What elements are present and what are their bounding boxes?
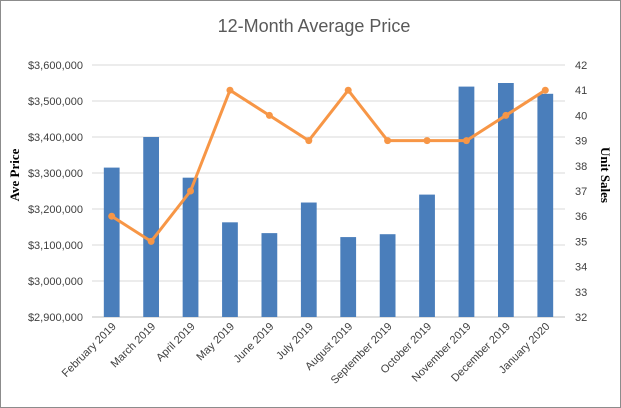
line-point bbox=[187, 187, 195, 195]
y2-tick-label: 32 bbox=[575, 312, 587, 324]
y-tick-label: $3,100,000 bbox=[28, 240, 83, 252]
line-point bbox=[384, 137, 392, 145]
bar bbox=[300, 202, 317, 317]
y2-tick-label: 36 bbox=[575, 211, 587, 223]
gridlines bbox=[92, 64, 565, 318]
y2-tick-label: 40 bbox=[575, 110, 587, 122]
left-axis-ticks: $2,900,000 $3,000,000 $3,100,000 $3,200,000… bbox=[28, 60, 83, 324]
line-point bbox=[502, 111, 510, 119]
bar bbox=[458, 86, 475, 317]
y-tick-label: $3,300,000 bbox=[28, 168, 83, 180]
bar-series bbox=[103, 83, 554, 317]
y-tick-label: $3,200,000 bbox=[28, 204, 83, 216]
bar bbox=[143, 137, 160, 317]
bar bbox=[497, 83, 514, 317]
x-tick-label: April 2019 bbox=[154, 321, 198, 365]
x-tick-label: July 2019 bbox=[274, 321, 316, 363]
y-tick-label: $2,900,000 bbox=[28, 312, 83, 324]
y2-tick-label: 41 bbox=[575, 85, 587, 97]
y2-tick-label: 42 bbox=[575, 60, 587, 72]
y2-tick-label: 38 bbox=[575, 161, 587, 173]
bar bbox=[261, 233, 278, 317]
right-axis-ticks: 32 33 34 35 36 37 38 39 40 41 42 bbox=[575, 60, 587, 324]
y-tick-label: $3,000,000 bbox=[28, 276, 83, 288]
right-axis-title: Unit Sales bbox=[598, 147, 613, 203]
y2-tick-label: 35 bbox=[575, 236, 587, 248]
y2-tick-label: 37 bbox=[575, 186, 587, 198]
line-point bbox=[108, 212, 116, 220]
bar bbox=[340, 237, 357, 317]
line-series bbox=[108, 86, 549, 245]
unit-sales-line bbox=[110, 88, 547, 243]
bar bbox=[222, 222, 238, 317]
bar bbox=[182, 177, 199, 317]
left-axis-title: Ave Price bbox=[7, 148, 22, 201]
x-tick-label: February 2019 bbox=[60, 321, 119, 380]
y2-tick-label: 33 bbox=[575, 287, 587, 299]
chart-title: 12-Month Average Price bbox=[218, 16, 411, 36]
line-point bbox=[147, 237, 155, 245]
line-point bbox=[265, 111, 273, 119]
bar bbox=[419, 194, 435, 317]
line-point bbox=[423, 137, 431, 145]
line-point bbox=[541, 86, 549, 94]
bar bbox=[537, 93, 554, 317]
y2-tick-label: 34 bbox=[575, 262, 587, 274]
y-tick-label: $3,600,000 bbox=[28, 60, 83, 72]
line-point bbox=[226, 86, 234, 94]
x-tick-label: June 2019 bbox=[232, 321, 277, 366]
bar bbox=[379, 234, 396, 317]
line-point bbox=[305, 137, 313, 145]
line-point bbox=[344, 86, 352, 94]
y-tick-label: $3,500,000 bbox=[28, 96, 83, 108]
y-tick-label: $3,400,000 bbox=[28, 132, 83, 144]
line-point bbox=[462, 137, 470, 145]
y2-tick-label: 39 bbox=[575, 136, 587, 148]
bar bbox=[103, 167, 120, 317]
